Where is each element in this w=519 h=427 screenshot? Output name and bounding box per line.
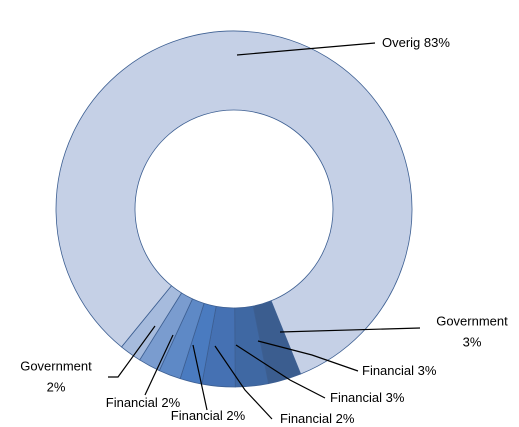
leader-line: [144, 334, 174, 396]
slice-value-label: 2%: [161, 395, 180, 410]
slice-label: Government: [436, 313, 508, 328]
slice-label: Financial 2%: [171, 408, 246, 423]
slice-label: Financial 2%: [106, 395, 181, 410]
slice-category: Overig: [382, 35, 420, 50]
slice-category: Financial: [362, 363, 414, 378]
slice-category: Financial: [280, 411, 332, 426]
leader-line: [236, 42, 376, 56]
leader-line: [235, 344, 326, 399]
leader-line: [192, 344, 208, 411]
slice-category: Financial: [106, 395, 158, 410]
slice-label: Financial 3%: [362, 363, 437, 378]
slice-label: Government: [20, 358, 92, 373]
slice-value-label: 2%: [47, 379, 66, 394]
slice-value-label: 3%: [418, 363, 437, 378]
leader-line: [279, 327, 421, 333]
slice-category: Financial: [330, 390, 382, 405]
leader-line: [214, 345, 273, 420]
donut-slice: [55, 30, 413, 375]
slice-label: Financial 3%: [330, 390, 405, 405]
slice-label: Financial 2%: [280, 411, 355, 426]
slice-category: Financial: [171, 408, 223, 423]
leader-line: [108, 325, 156, 378]
slice-value-label: 3%: [386, 390, 405, 405]
slice-value-label: 3%: [463, 334, 482, 349]
slice-label: Overig 83%: [382, 35, 450, 50]
slice-value-label: 83%: [424, 35, 450, 50]
slice-value-label: 2%: [226, 408, 245, 423]
leader-line: [257, 340, 359, 372]
slice-value-label: 2%: [336, 411, 355, 426]
